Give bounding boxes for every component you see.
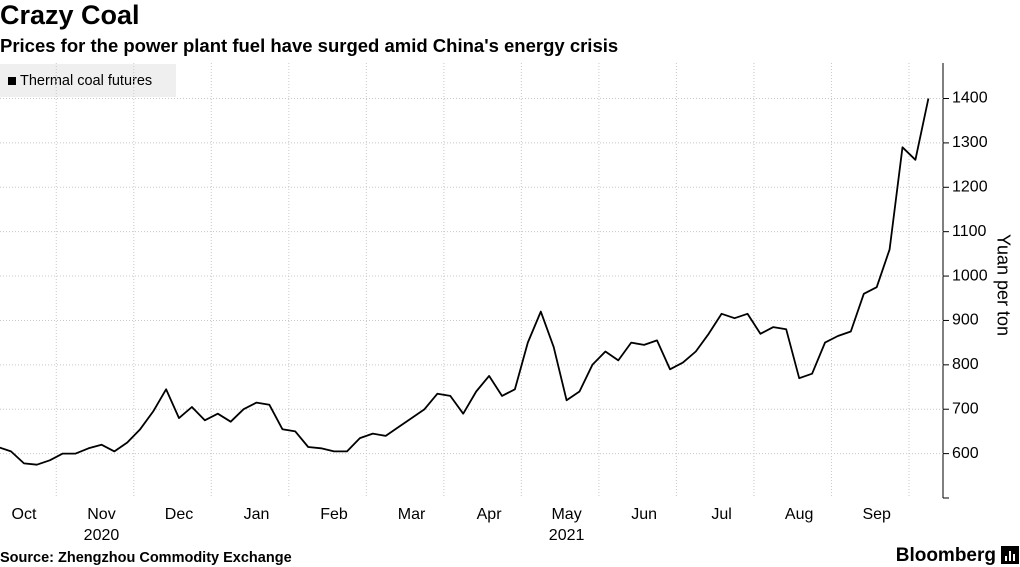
source: Source: Zhengzhou Commodity Exchange [0, 550, 292, 566]
chart-subtitle: Prices for the power plant fuel have sur… [0, 35, 618, 56]
year-label: 2021 [549, 527, 585, 544]
x-tick-label: Feb [320, 506, 348, 523]
y-tick-label: 1400 [952, 90, 988, 107]
y-tick-label: 1200 [952, 179, 988, 196]
x-tick-label: Aug [785, 506, 813, 523]
y-axis-label: Yuan per ton [993, 234, 1013, 336]
chart-title: Crazy Coal [0, 0, 140, 30]
y-tick-label: 1100 [952, 223, 987, 240]
legend-label: Thermal coal futures [20, 73, 152, 89]
y-tick-label: 1300 [952, 134, 988, 151]
legend-swatch [8, 77, 16, 85]
x-tick-label: Apr [477, 506, 503, 523]
x-tick-label: Jul [711, 506, 731, 523]
legend-box [0, 64, 176, 97]
x-tick-label: Oct [12, 506, 37, 523]
x-tick-label: Jan [244, 506, 270, 523]
x-tick-label: Dec [165, 506, 193, 523]
x-tick-label: May [551, 506, 581, 523]
x-tick-label: Sep [862, 506, 891, 523]
x-tick-label: Mar [398, 506, 426, 523]
x-tick-label: Nov [87, 506, 115, 523]
y-tick-label: 800 [952, 356, 979, 373]
brand-icon [1001, 546, 1019, 564]
line [0, 98, 930, 466]
y-tick-label: 600 [952, 445, 979, 462]
x-tick-label: Jun [631, 506, 657, 523]
y-tick-label: 700 [952, 400, 979, 417]
y-tick-label: 900 [952, 312, 979, 329]
year-label: 2020 [84, 527, 120, 544]
brand: Bloomberg [896, 545, 996, 566]
y-tick-label: 1000 [952, 267, 988, 284]
